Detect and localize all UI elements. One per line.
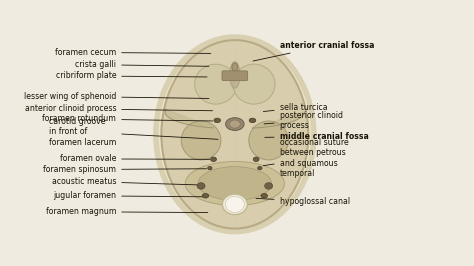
Text: occasional suture
between petrous
and squamous
temporal: occasional suture between petrous and sq… bbox=[263, 138, 348, 178]
Ellipse shape bbox=[233, 64, 275, 104]
Text: middle cranial fossa: middle cranial fossa bbox=[265, 132, 368, 141]
Ellipse shape bbox=[210, 157, 217, 161]
Ellipse shape bbox=[249, 118, 256, 123]
Ellipse shape bbox=[195, 64, 237, 104]
Ellipse shape bbox=[232, 63, 238, 71]
Text: crista galli: crista galli bbox=[75, 60, 209, 69]
Ellipse shape bbox=[258, 167, 262, 170]
Text: foramen rotundum: foramen rotundum bbox=[42, 114, 213, 123]
Text: lesser wing of sphenoid: lesser wing of sphenoid bbox=[24, 92, 209, 101]
Text: foramen spinosum: foramen spinosum bbox=[43, 165, 206, 174]
Ellipse shape bbox=[197, 183, 205, 189]
Ellipse shape bbox=[249, 121, 289, 160]
Ellipse shape bbox=[222, 194, 247, 215]
Text: hypoglossal canal: hypoglossal canal bbox=[256, 197, 350, 206]
Ellipse shape bbox=[214, 118, 220, 123]
Ellipse shape bbox=[261, 194, 267, 198]
Ellipse shape bbox=[156, 37, 314, 232]
Text: foramen cecum: foramen cecum bbox=[55, 48, 211, 57]
Ellipse shape bbox=[208, 167, 212, 170]
Text: carotid groove
in front of
foramen lacerum: carotid groove in front of foramen lacer… bbox=[49, 117, 218, 147]
Ellipse shape bbox=[185, 161, 284, 206]
Ellipse shape bbox=[226, 118, 244, 130]
Ellipse shape bbox=[229, 120, 240, 128]
Text: sella turcica: sella turcica bbox=[264, 103, 327, 112]
Ellipse shape bbox=[253, 157, 259, 161]
Ellipse shape bbox=[202, 194, 209, 198]
Text: cribriform plate: cribriform plate bbox=[55, 72, 207, 80]
Text: foramen magnum: foramen magnum bbox=[46, 207, 208, 216]
Polygon shape bbox=[252, 112, 305, 128]
Ellipse shape bbox=[230, 62, 240, 88]
Text: acoustic meatus: acoustic meatus bbox=[52, 177, 203, 186]
FancyBboxPatch shape bbox=[222, 71, 248, 81]
Ellipse shape bbox=[198, 167, 272, 200]
Ellipse shape bbox=[161, 40, 308, 228]
Ellipse shape bbox=[181, 121, 221, 160]
Polygon shape bbox=[165, 109, 213, 128]
Ellipse shape bbox=[225, 196, 245, 212]
Text: anterior cranial fossa: anterior cranial fossa bbox=[253, 41, 374, 61]
Text: anterior clinoid process: anterior clinoid process bbox=[25, 104, 213, 113]
Text: foramen ovale: foramen ovale bbox=[60, 154, 210, 163]
Ellipse shape bbox=[264, 183, 273, 189]
Text: jugular foramen: jugular foramen bbox=[53, 191, 203, 200]
Text: posterior clinoid
process: posterior clinoid process bbox=[264, 111, 343, 130]
